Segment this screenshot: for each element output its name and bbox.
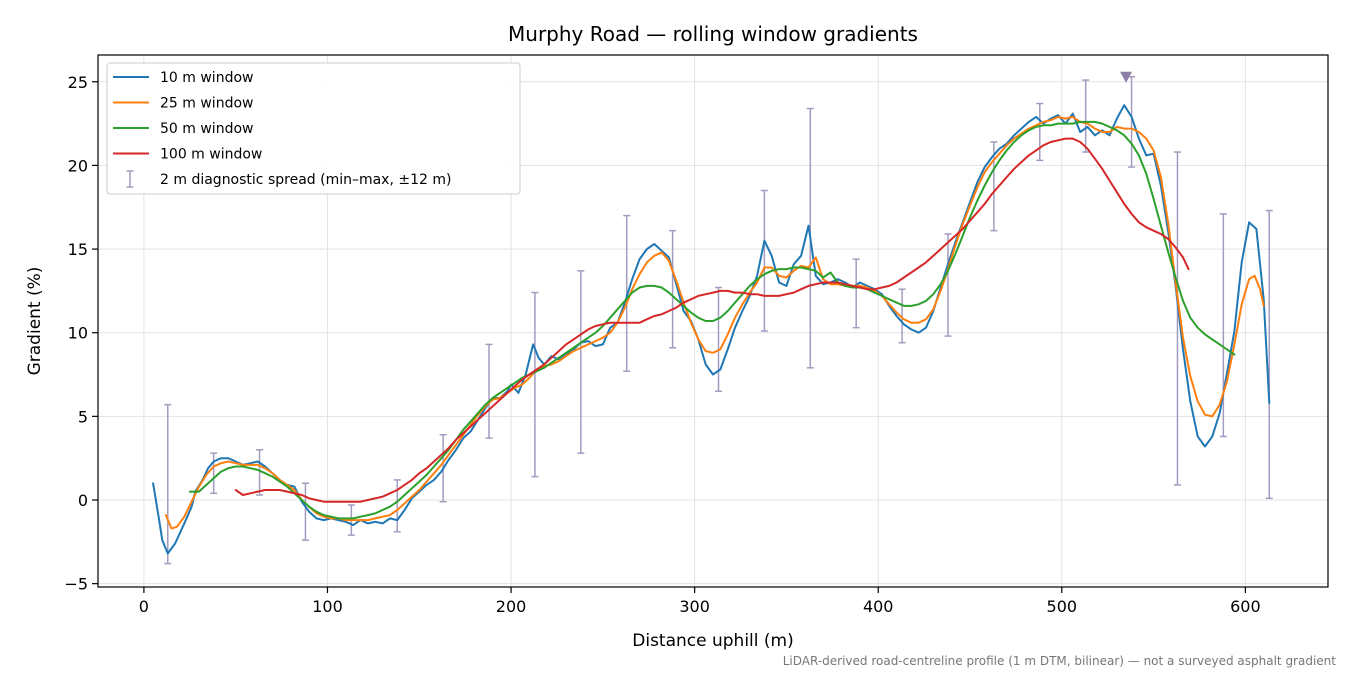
error-bar xyxy=(1082,79,1090,153)
error-bar xyxy=(715,286,723,393)
y-tick-label: 5 xyxy=(78,407,88,426)
error-bar xyxy=(760,189,768,332)
peak-marker-triangle xyxy=(1120,71,1133,83)
error-bar xyxy=(531,291,539,478)
error-bar xyxy=(164,403,172,565)
legend-label: 10 m window xyxy=(160,70,253,86)
legend-label: 25 m window xyxy=(160,96,253,112)
error-bar xyxy=(990,141,998,232)
error-bar xyxy=(1219,213,1227,438)
x-tick-label: 100 xyxy=(312,597,343,616)
x-tick-label: 600 xyxy=(1230,597,1261,616)
peak-marker xyxy=(1120,71,1133,83)
x-tick-label: 500 xyxy=(1047,597,1078,616)
error-bar xyxy=(898,288,906,344)
error-bar xyxy=(944,233,952,337)
x-tick-label: 200 xyxy=(496,597,527,616)
footnote: LiDAR-derived road-centreline profile (1… xyxy=(783,654,1337,668)
legend-box xyxy=(106,62,521,195)
x-axis-title: Distance uphill (m) xyxy=(632,631,793,651)
x-tick-label: 300 xyxy=(679,597,710,616)
error-bar xyxy=(256,449,264,496)
series-line-2 xyxy=(164,115,1265,530)
error-bar xyxy=(1036,102,1044,162)
series-lines xyxy=(152,104,1271,555)
legend: 10 m window 25 m window 50 m window 100 m w… xyxy=(106,62,521,195)
series-line-4 xyxy=(234,137,1190,503)
error-bar xyxy=(1265,209,1273,500)
error-bar xyxy=(1173,151,1181,486)
y-tick-label: 25 xyxy=(68,73,88,92)
error-bar xyxy=(301,482,309,541)
error-bar xyxy=(669,229,677,349)
y-tick-label: 0 xyxy=(78,491,88,510)
error-bar xyxy=(852,258,860,329)
error-bar xyxy=(623,214,631,372)
series-line-3 xyxy=(188,120,1236,520)
chart-title: Murphy Road — rolling window gradients xyxy=(508,22,918,46)
y-tick-label: 20 xyxy=(68,156,88,175)
y-tick-label: 15 xyxy=(68,240,88,259)
legend-label: 50 m window xyxy=(160,121,253,137)
y-axis-title: Gradient (%) xyxy=(25,267,45,376)
legend-label: 2 m diagnostic spread (min–max, ±12 m) xyxy=(160,172,451,188)
error-bar xyxy=(393,479,401,533)
error-bar xyxy=(210,452,218,495)
error-bars xyxy=(164,75,1273,565)
plot-frame xyxy=(97,54,1329,588)
x-tick-label: 0 xyxy=(139,597,149,616)
y-tick-label: 10 xyxy=(68,324,88,343)
x-tick-label: 400 xyxy=(863,597,894,616)
axis-ticks: 0 100 200 300 400 500 600 −5 0 5 10 15 20 25 xyxy=(64,73,1260,616)
error-bar xyxy=(485,343,493,439)
y-tick-label: −5 xyxy=(64,575,88,594)
error-bar xyxy=(577,270,585,454)
legend-label: 100 m window xyxy=(160,147,262,163)
